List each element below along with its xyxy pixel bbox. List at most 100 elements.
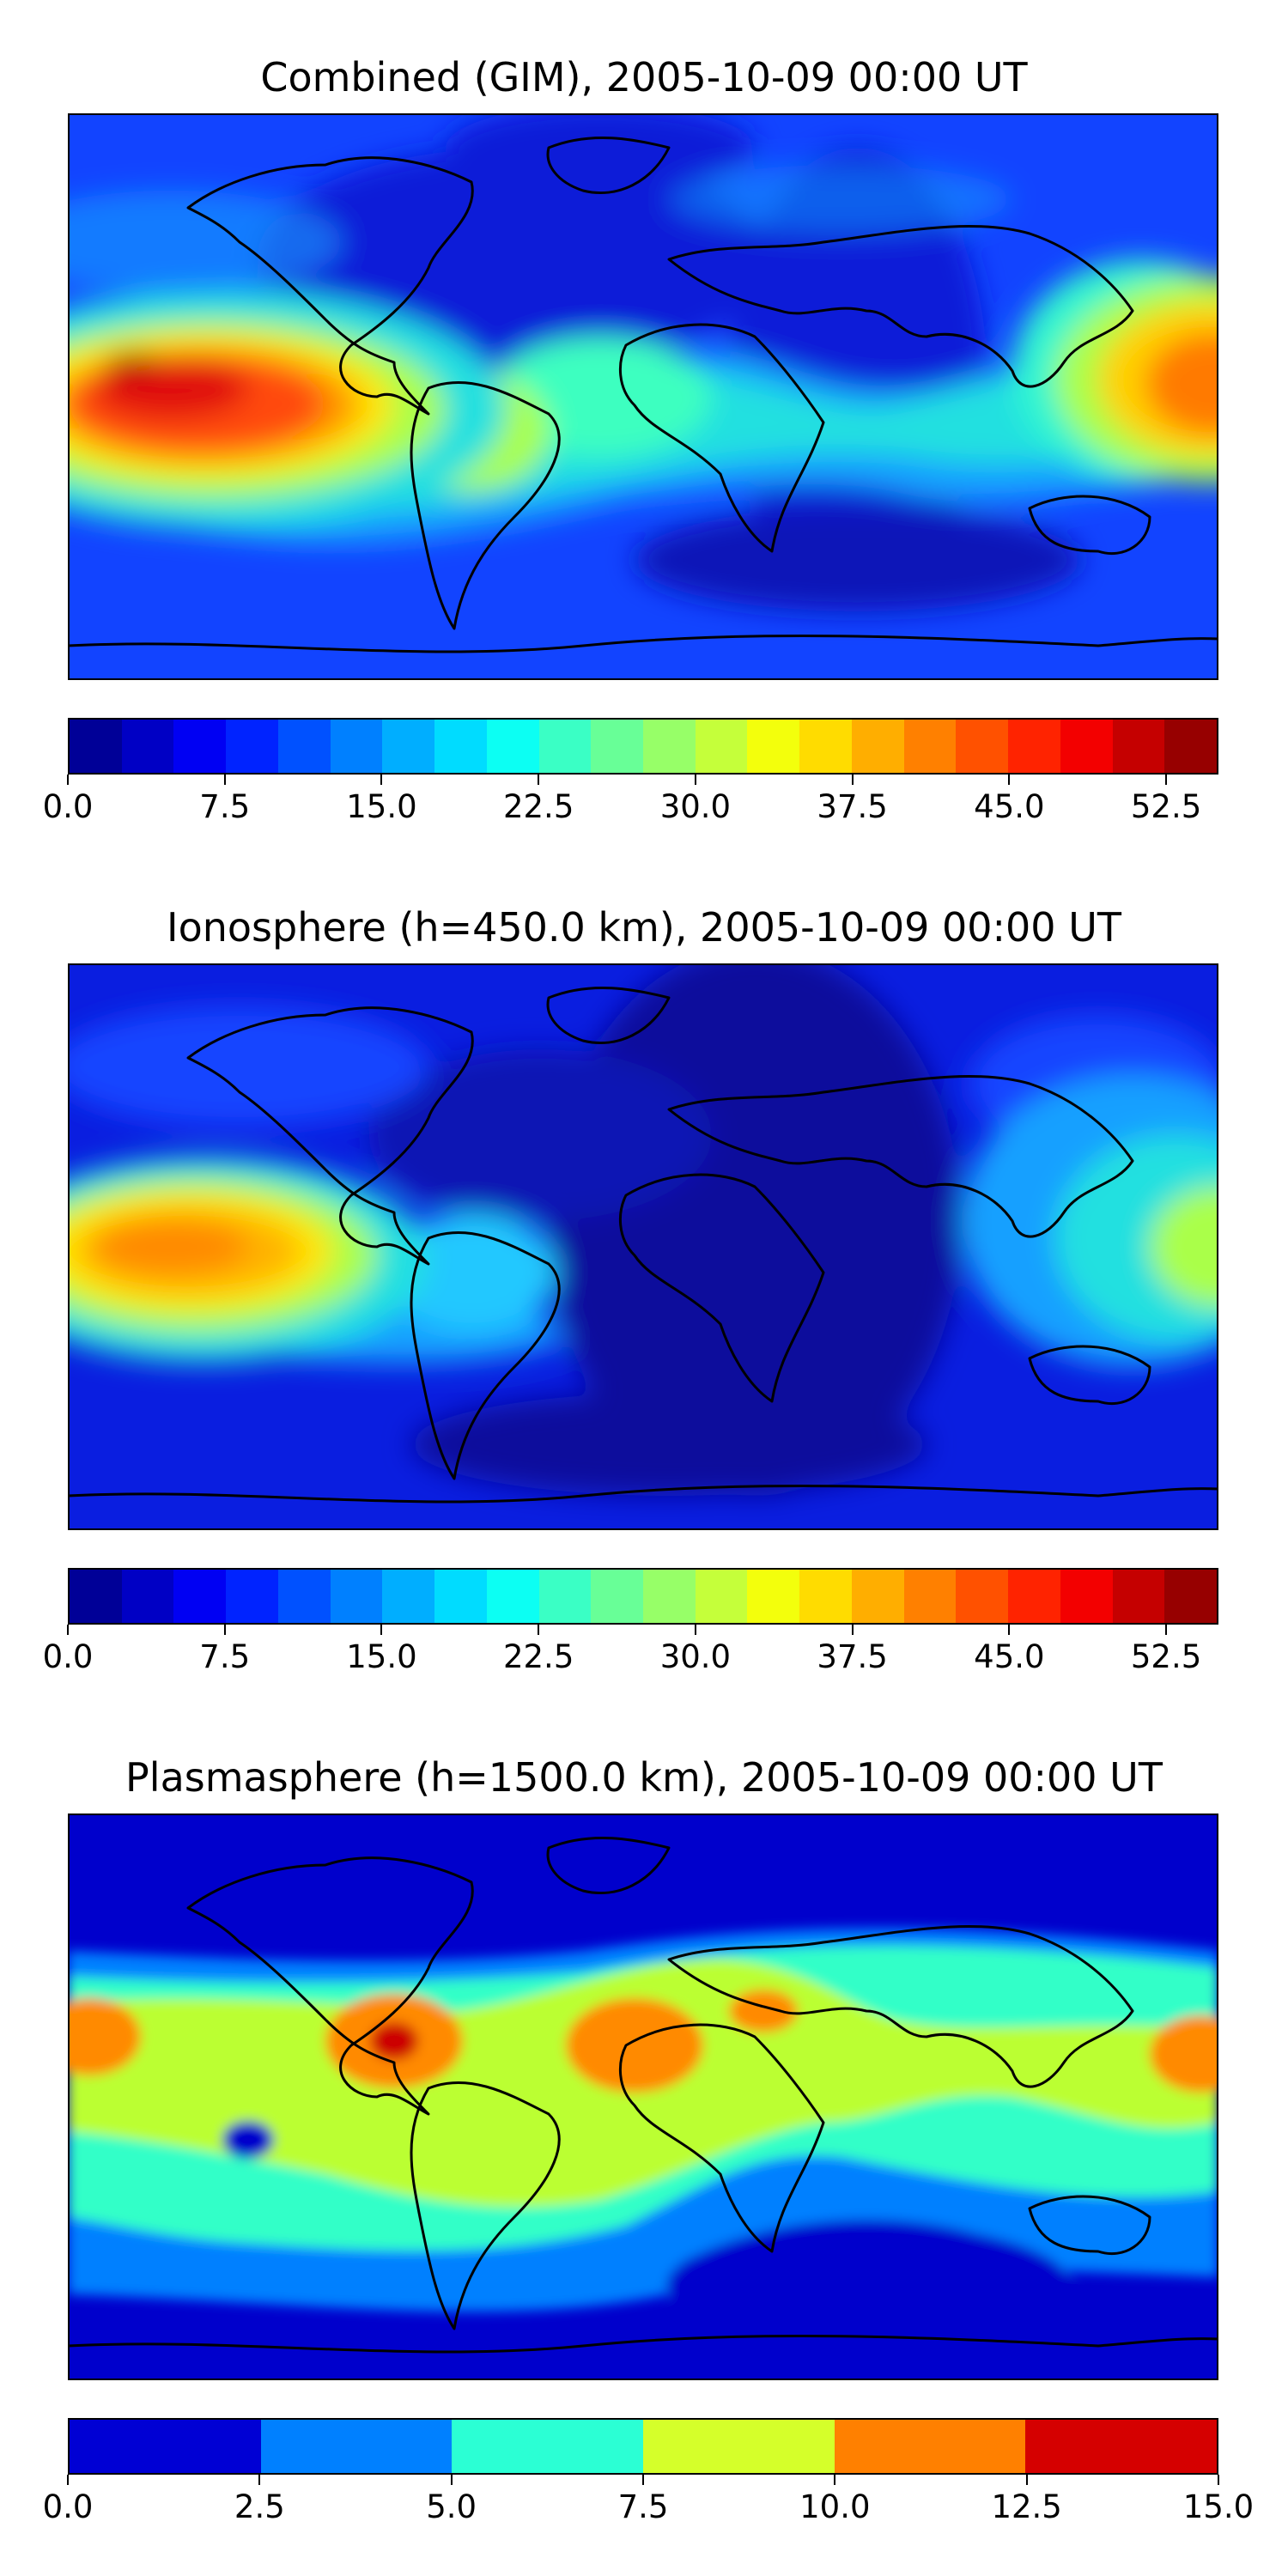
- colorbar-tick-label: 7.5: [199, 788, 251, 825]
- colorbar-segment: [1008, 1570, 1061, 1623]
- colorbar-segment: [1112, 720, 1165, 773]
- colorbar-segment: [70, 720, 123, 773]
- colorbar-segment: [70, 1570, 123, 1623]
- colorbar-tick-label: 52.5: [1130, 788, 1202, 825]
- colorbar-tick: [1008, 775, 1011, 785]
- plasmasphere-colorbar: [68, 2418, 1218, 2475]
- colorbar-segment: [452, 2420, 644, 2473]
- colorbar-segment: [330, 1570, 383, 1623]
- colorbar-tick: [67, 2475, 69, 2485]
- colorbar-segment: [1164, 720, 1217, 773]
- colorbar-tick: [851, 1625, 854, 1635]
- colorbar-segment: [226, 1570, 279, 1623]
- colorbar-tick-label: 37.5: [817, 788, 888, 825]
- colorbar-segment: [70, 2420, 262, 2473]
- colorbar-tick-label: 22.5: [502, 788, 574, 825]
- colorbar-tick-label: 5.0: [426, 2488, 477, 2525]
- colorbar-segment: [903, 1570, 957, 1623]
- colorbar-tick-label: 0.0: [42, 2488, 94, 2525]
- colorbar-tick-label: 7.5: [617, 2488, 669, 2525]
- colorbar-tick: [851, 775, 854, 785]
- colorbar-segment: [173, 720, 227, 773]
- panel-2-title: Ionosphere (h=450.0 km), 2005-10-09 00:0…: [167, 904, 1121, 951]
- colorbar-tick-label: 37.5: [817, 1638, 888, 1675]
- colorbar-tick: [380, 775, 383, 785]
- ionosphere-map: [68, 963, 1218, 1530]
- colorbar-segment: [851, 720, 905, 773]
- colorbar-segment: [382, 1570, 435, 1623]
- ionosphere-colorbar: [68, 1568, 1218, 1625]
- colorbar-tick: [223, 1625, 226, 1635]
- colorbar-tick: [1025, 2475, 1028, 2485]
- colorbar-tick-label: 45.0: [974, 788, 1045, 825]
- colorbar-tick: [1165, 1625, 1168, 1635]
- colorbar-segment: [330, 720, 383, 773]
- colorbar-segment: [121, 1570, 175, 1623]
- colorbar-tick-label: 7.5: [199, 1638, 251, 1675]
- colorbar-segment: [486, 1570, 540, 1623]
- colorbar-segment: [1025, 2420, 1217, 2473]
- colorbar-segment: [1008, 720, 1061, 773]
- colorbar-segment: [226, 720, 279, 773]
- colorbar-segment: [434, 720, 488, 773]
- colorbar-tick-label: 0.0: [42, 1638, 94, 1675]
- colorbar-tick: [694, 775, 696, 785]
- colorbar-tick-label: 45.0: [974, 1638, 1045, 1675]
- colorbar-segment: [1112, 1570, 1165, 1623]
- colorbar-tick: [258, 2475, 261, 2485]
- colorbar-tick: [223, 775, 226, 785]
- colorbar-segment: [277, 1570, 331, 1623]
- colorbar-tick: [67, 1625, 69, 1635]
- colorbar-segment: [903, 720, 957, 773]
- colorbar-segment: [956, 720, 1009, 773]
- colorbar-tick: [67, 775, 69, 785]
- colorbar-tick-label: 15.0: [346, 1638, 417, 1675]
- colorbar-segment: [277, 720, 331, 773]
- colorbar-tick-label: 52.5: [1130, 1638, 1202, 1675]
- colorbar-segment: [643, 1570, 696, 1623]
- colorbar-tick: [450, 2475, 453, 2485]
- colorbar-tick-label: 15.0: [346, 788, 417, 825]
- colorbar-tick-label: 2.5: [234, 2488, 285, 2525]
- colorbar-segment: [799, 1570, 853, 1623]
- colorbar-segment: [538, 1570, 592, 1623]
- colorbar-tick-label: 15.0: [1182, 2488, 1255, 2525]
- colorbar-tick-label: 12.5: [991, 2488, 1062, 2525]
- colorbar-segment: [834, 2420, 1026, 2473]
- colorbar-segment: [1060, 1570, 1114, 1623]
- colorbar-tick-label: 30.0: [659, 1638, 732, 1675]
- plasmasphere-map-frame: [68, 1814, 1218, 2380]
- colorbar-segment: [121, 720, 175, 773]
- colorbar-segment: [747, 1570, 800, 1623]
- colorbar-tick-label: 30.0: [659, 788, 732, 825]
- colorbar-tick-label: 0.0: [42, 788, 94, 825]
- colorbar-segment: [486, 720, 540, 773]
- colorbar-segment: [851, 1570, 905, 1623]
- colorbar-segment: [643, 2420, 835, 2473]
- ionosphere-map-frame: [68, 963, 1218, 1530]
- colorbar-segment: [643, 720, 696, 773]
- combined-gim-map: [68, 113, 1218, 680]
- colorbar-segment: [695, 720, 749, 773]
- colorbar-tick-label: 22.5: [502, 1638, 574, 1675]
- colorbar-segment: [591, 1570, 644, 1623]
- colorbar-tick: [694, 1625, 696, 1635]
- panel-1-title: Combined (GIM), 2005-10-09 00:00 UT: [260, 54, 1028, 100]
- colorbar-segment: [173, 1570, 227, 1623]
- colorbar-tick: [1218, 2475, 1219, 2485]
- colorbar-segment: [695, 1570, 749, 1623]
- combined-gim-map-frame: [68, 113, 1218, 680]
- colorbar-tick-label: 10.0: [799, 2488, 871, 2525]
- colorbar-segment: [382, 720, 435, 773]
- colorbar-segment: [1164, 1570, 1217, 1623]
- colorbar-segment: [747, 720, 800, 773]
- colorbar-segment: [591, 720, 644, 773]
- colorbar-tick: [642, 2475, 644, 2485]
- panel-3-title: Plasmasphere (h=1500.0 km), 2005-10-09 0…: [125, 1754, 1163, 1801]
- colorbar-segment: [1060, 720, 1114, 773]
- colorbar-tick: [380, 1625, 383, 1635]
- colorbar-segment: [799, 720, 853, 773]
- colorbar-segment: [956, 1570, 1009, 1623]
- colorbar-tick: [538, 775, 540, 785]
- colorbar-tick: [538, 1625, 540, 1635]
